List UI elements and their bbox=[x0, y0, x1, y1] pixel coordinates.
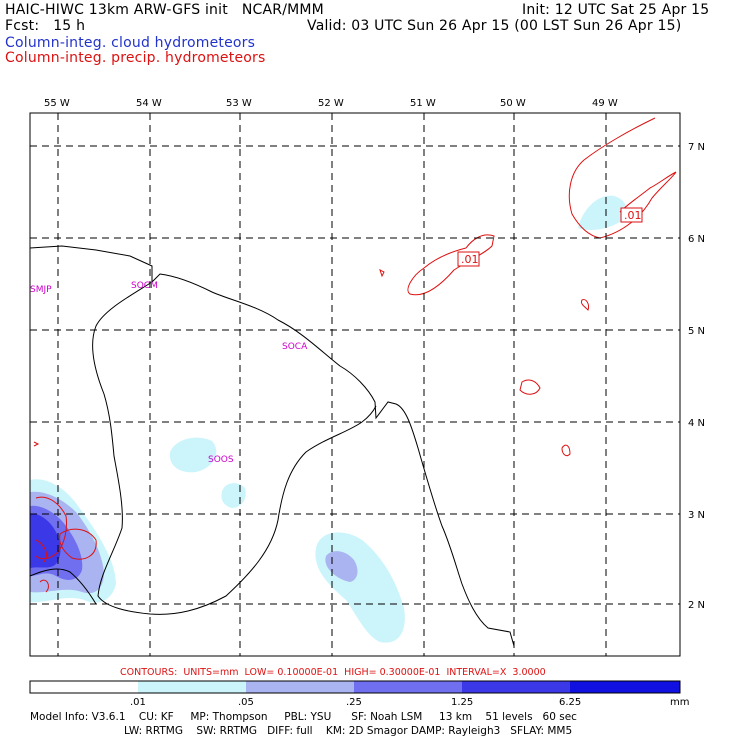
station-label: SOCM bbox=[131, 281, 158, 291]
cloud-patch-northeast bbox=[578, 195, 627, 230]
station-label: SOOS bbox=[208, 455, 234, 465]
precip-contour-west-3 bbox=[35, 539, 49, 593]
lat-label: 2 N bbox=[688, 600, 705, 611]
lon-label: 53 W bbox=[226, 98, 252, 109]
lat-label: 4 N bbox=[688, 418, 705, 429]
colorbar-units: mm bbox=[670, 697, 689, 708]
init-time: Init: 12 UTC Sat 25 Apr 15 bbox=[522, 2, 710, 18]
precip-cell-4 bbox=[379, 269, 385, 278]
lon-label: 55 W bbox=[44, 98, 70, 109]
lat-label: 6 N bbox=[688, 234, 705, 245]
valid-time: Valid: 03 UTC Sun 26 Apr 15 (00 LST Sun … bbox=[307, 18, 682, 34]
lon-label: 52 W bbox=[318, 98, 344, 109]
color-swatch bbox=[354, 681, 462, 693]
precip-mark-west bbox=[33, 441, 40, 447]
coastlines bbox=[29, 245, 515, 647]
precip-cell-3 bbox=[561, 444, 571, 457]
contour-label-box-2 bbox=[457, 251, 480, 267]
colorbar-tick-label: 1.25 bbox=[451, 697, 473, 708]
map-frame bbox=[29, 112, 681, 657]
contours-info: CONTOURS: UNITS=mm LOW= 0.10000E-01 HIGH… bbox=[120, 667, 546, 678]
contour-label-2: .01 bbox=[461, 253, 479, 266]
color-swatch bbox=[570, 681, 680, 693]
coastline bbox=[29, 245, 515, 647]
station-label: SOCA bbox=[282, 342, 308, 352]
lat-lon-grid bbox=[30, 113, 680, 656]
cloud-shading bbox=[30, 195, 627, 643]
cloud-core-southeast bbox=[325, 551, 358, 582]
color-swatch bbox=[246, 681, 354, 693]
colorbar-tick-label: .05 bbox=[238, 697, 254, 708]
contour-label-1: .01 bbox=[624, 209, 642, 222]
precip-contour-northeast bbox=[568, 117, 677, 239]
colorbar-tick-label: 6.25 bbox=[559, 697, 581, 708]
forecast-hour: Fcst: 15 h bbox=[5, 18, 86, 34]
colorbar-tick-label: .25 bbox=[346, 697, 362, 708]
legend-cloud-hydrometeors: Column-integ. cloud hydrometeors bbox=[5, 35, 256, 51]
lat-label: 7 N bbox=[688, 142, 705, 153]
lat-label: 3 N bbox=[688, 510, 705, 521]
colorbar-frame bbox=[29, 680, 681, 694]
cloud-patch-center bbox=[169, 437, 217, 473]
cloud-band-west-4 bbox=[30, 513, 61, 568]
lon-label: 50 W bbox=[500, 98, 526, 109]
contour-labels: .01 .01 bbox=[457, 207, 643, 267]
lat-label: 5 N bbox=[688, 326, 705, 337]
station-label: SMJP bbox=[30, 285, 52, 295]
colorbar-swatches bbox=[29, 680, 681, 694]
precip-cell-2 bbox=[581, 299, 589, 311]
color-swatch bbox=[30, 681, 138, 693]
lon-label: 51 W bbox=[410, 98, 436, 109]
color-swatch bbox=[138, 681, 246, 693]
lon-label: 54 W bbox=[136, 98, 162, 109]
lon-label: 49 W bbox=[592, 98, 618, 109]
color-swatch bbox=[462, 681, 570, 693]
contour-label-box-1 bbox=[620, 207, 643, 223]
model-info-line2: LW: RRTMG SW: RRTMG DIFF: full KM: 2D Sm… bbox=[124, 725, 573, 737]
model-info-line1: Model Info: V3.6.1 CU: KF MP: Thompson P… bbox=[30, 711, 577, 723]
precip-cell-1 bbox=[519, 379, 541, 395]
border-south bbox=[29, 568, 97, 605]
border-guyana-suriname bbox=[92, 281, 377, 615]
colorbar-tick-label: .01 bbox=[130, 697, 146, 708]
header-title: HAIC-HIWC 13km ARW-GFS init NCAR/MMM bbox=[5, 2, 324, 18]
legend-precip-hydrometeors: Column-integ. precip. hydrometeors bbox=[5, 50, 266, 66]
precip-contour-west-2 bbox=[59, 528, 97, 560]
